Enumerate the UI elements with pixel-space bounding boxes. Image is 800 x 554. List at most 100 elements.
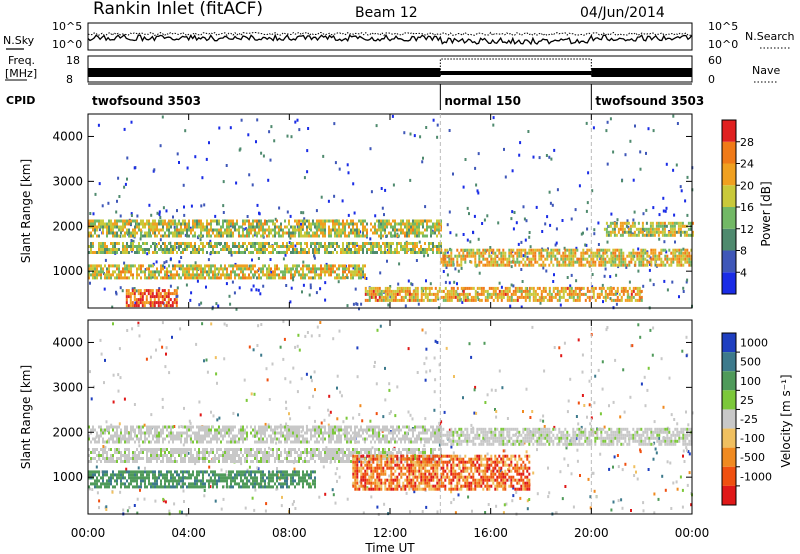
data-cell (686, 278, 689, 282)
data-cell (167, 304, 170, 308)
data-cell (647, 227, 650, 231)
data-cell (110, 434, 112, 438)
data-cell (199, 413, 202, 417)
data-cell (160, 431, 162, 435)
data-cell (306, 242, 308, 245)
data-cell (456, 263, 459, 267)
data-cell (130, 212, 133, 216)
data-cell (672, 257, 675, 261)
data-cell (304, 437, 306, 441)
data-cell (90, 222, 92, 226)
data-cell (555, 511, 558, 515)
data-cell (264, 245, 266, 248)
data-cell (666, 260, 669, 264)
data-cell (137, 323, 140, 327)
data-cell (138, 440, 140, 444)
data-cell (92, 225, 94, 229)
data-cell (346, 304, 349, 308)
data-cell (222, 222, 224, 226)
data-cell (250, 276, 252, 280)
data-cell (364, 292, 367, 296)
data-cell (400, 231, 402, 235)
data-cell (157, 292, 160, 296)
data-cell (188, 245, 190, 248)
data-cell (384, 188, 387, 192)
data-cell (126, 242, 128, 245)
data-cell (214, 242, 216, 245)
data-cell (320, 267, 322, 271)
data-cell (603, 274, 606, 278)
data-cell (252, 222, 254, 226)
data-cell (308, 276, 310, 280)
data-cell (200, 270, 202, 274)
data-cell (175, 292, 178, 296)
data-cell (602, 295, 605, 299)
data-cell (572, 298, 575, 302)
data-cell (96, 264, 98, 268)
data-cell (148, 248, 150, 251)
data-cell (542, 254, 545, 258)
data-cell (446, 250, 449, 254)
data-cell (406, 292, 409, 296)
data-cell (482, 251, 485, 255)
data-cell (320, 437, 322, 441)
data-cell (484, 298, 487, 302)
data-cell (224, 428, 226, 432)
data-cell (598, 260, 601, 264)
data-cell (92, 437, 94, 441)
data-cell (190, 251, 192, 254)
data-cell (200, 425, 202, 429)
data-cell (414, 245, 416, 248)
data-cell (418, 248, 420, 251)
data-cell (318, 251, 320, 254)
data-cell (120, 437, 122, 441)
data-cell (292, 225, 294, 229)
data-cell (627, 225, 630, 229)
data-cell (218, 428, 220, 432)
data-cell (488, 286, 491, 290)
data-cell (141, 292, 144, 296)
data-cell (660, 248, 663, 252)
data-cell (334, 270, 336, 274)
data-cell (98, 270, 100, 274)
data-cell (268, 234, 270, 238)
data-cell (390, 410, 392, 414)
data-cell (615, 233, 618, 237)
data-cell (484, 251, 487, 255)
data-cell (112, 434, 114, 438)
data-cell (554, 286, 557, 290)
data-cell (538, 156, 541, 160)
data-cell (614, 260, 617, 264)
data-cell (172, 219, 174, 223)
data-cell (234, 276, 236, 280)
data-cell (132, 428, 134, 432)
data-cell (686, 251, 689, 255)
data-cell (354, 245, 356, 248)
data-cell (158, 219, 160, 223)
data-cell (570, 273, 573, 277)
data-cell (372, 225, 374, 229)
data-cell (195, 342, 198, 346)
data-cell (168, 434, 170, 438)
data-cell (290, 234, 292, 238)
data-cell (231, 280, 234, 284)
data-cell (362, 225, 364, 229)
data-cell (212, 245, 214, 248)
data-cell (424, 295, 427, 299)
data-cell (458, 263, 461, 267)
data-cell (340, 264, 342, 268)
data-cell (592, 289, 595, 293)
data-cell (98, 182, 101, 186)
data-cell (362, 511, 365, 515)
data-cell (104, 358, 106, 362)
data-cell (678, 260, 681, 264)
data-cell (473, 388, 476, 392)
data-cell (390, 245, 392, 248)
data-cell (686, 260, 689, 264)
data-cell (576, 459, 579, 463)
data-cell (676, 257, 679, 261)
data-cell (132, 264, 134, 268)
data-cell (362, 270, 364, 274)
data-cell (164, 276, 166, 280)
data-cell (160, 264, 162, 268)
